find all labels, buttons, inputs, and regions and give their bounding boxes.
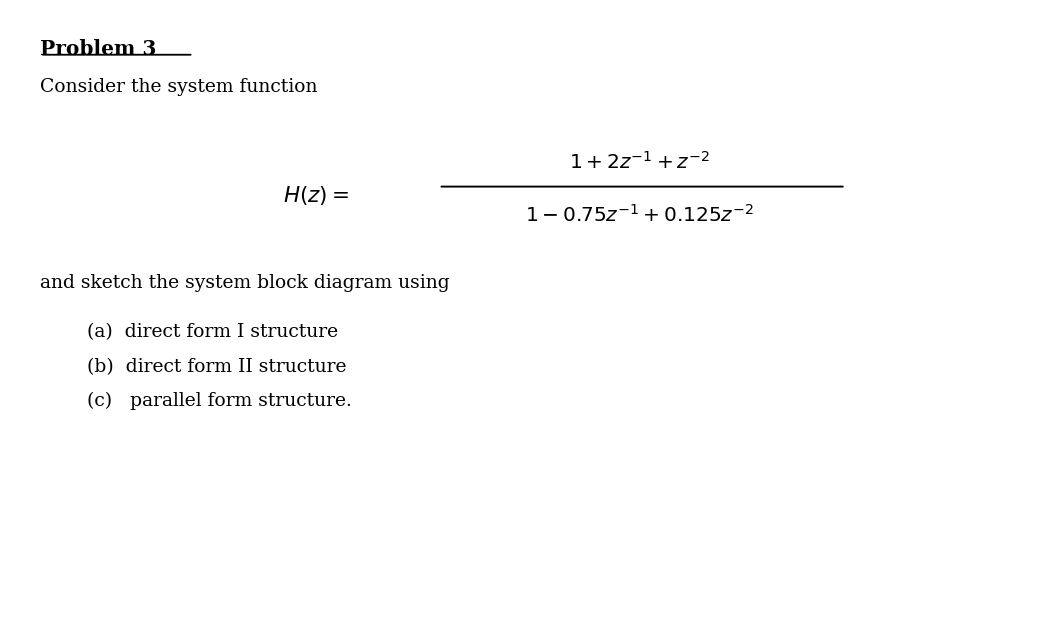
- Text: and sketch the system block diagram using: and sketch the system block diagram usin…: [40, 274, 450, 292]
- Text: Problem 3: Problem 3: [40, 39, 156, 58]
- Text: $1 - 0.75z^{-1} + 0.125z^{-2}$: $1 - 0.75z^{-1} + 0.125z^{-2}$: [525, 203, 754, 226]
- Text: $1 + 2z^{-1} + z^{-2}$: $1 + 2z^{-1} + z^{-2}$: [570, 151, 709, 173]
- Text: (b)  direct form II structure: (b) direct form II structure: [87, 358, 347, 376]
- Text: $H(z) =$: $H(z) =$: [282, 185, 349, 207]
- Text: (c)   parallel form structure.: (c) parallel form structure.: [87, 392, 352, 410]
- Text: (a)  direct form I structure: (a) direct form I structure: [87, 323, 338, 341]
- Text: Consider the system function: Consider the system function: [40, 78, 318, 96]
